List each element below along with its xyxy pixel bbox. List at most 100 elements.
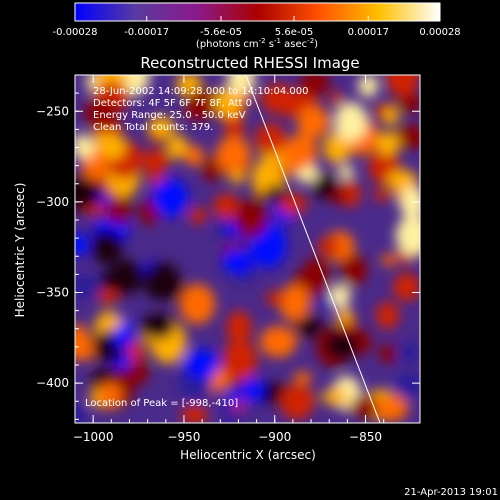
heatmap-blob	[397, 343, 419, 363]
plot-frame	[74, 74, 421, 424]
heatmap-blob	[358, 75, 379, 98]
heatmap-blob	[234, 200, 268, 238]
heatmap-blobs	[75, 75, 420, 423]
chart-title: Reconstructed RHESSI Image	[140, 54, 359, 72]
heatmap-blob	[227, 75, 256, 95]
heatmap-blob	[296, 315, 323, 338]
colorbar-tick-label: -0.00028	[53, 27, 98, 38]
annotation-clean-counts: Clean Total counts: 379.	[93, 122, 213, 133]
x-axis-label: Heliocentric X (arcsec)	[180, 448, 316, 462]
heatmap-blob	[264, 184, 286, 202]
heatmap-blob	[179, 283, 216, 325]
heatmap-blob	[395, 215, 420, 257]
heatmap-blob	[334, 101, 368, 142]
heatmap-blob	[188, 207, 208, 224]
annotation-block: 28-Jun-2002 14:09:28.000 to 14:10:04.000…	[93, 86, 309, 133]
y-axis-label: Heliocentric Y (arcsec)	[13, 183, 27, 318]
heatmap-blob	[393, 372, 420, 400]
heatmap-blob	[265, 291, 284, 306]
heatmap-blob	[226, 390, 241, 406]
heatmap-blob	[184, 145, 204, 167]
heatmap-blob	[375, 301, 400, 330]
heatmap-blob	[378, 344, 397, 364]
annotation-time-range: 28-Jun-2002 14:09:28.000 to 14:10:04.000	[93, 86, 309, 97]
heatmap-blob	[280, 136, 318, 170]
heatmap-blob	[316, 237, 342, 256]
heatmap-blob	[394, 125, 420, 149]
annotation-detectors: Detectors: 4F 5F 6F 7F 8F, Att 0	[93, 98, 252, 109]
heatmap-blob	[98, 381, 122, 410]
heatmap-blob	[304, 257, 330, 283]
y-tick-label: −250	[36, 104, 69, 118]
solar-limb-line	[245, 75, 381, 423]
x-tick-label: −950	[167, 430, 200, 444]
annotation-energy-range: Energy Range: 25.0 - 50.0 keV	[93, 110, 246, 121]
colorbar-strip	[75, 3, 440, 21]
y-tick-label: −300	[36, 195, 69, 209]
heatmap-blob	[325, 331, 359, 360]
x-tick-label: −850	[349, 430, 382, 444]
heatmap-blob	[350, 395, 380, 419]
heatmap-blob	[215, 136, 251, 174]
colorbar-tick-label: 0.00028	[419, 27, 460, 38]
heatmap-blob	[373, 187, 390, 202]
heatmap-blob	[300, 75, 331, 95]
heatmap-blob	[278, 192, 307, 216]
heatmap-blob	[166, 134, 188, 159]
x-tick-label: −1000	[73, 430, 114, 444]
heatmap-area	[75, 75, 420, 423]
heatmap-blob	[376, 131, 401, 156]
colorbar-tick-label: 0.00017	[348, 27, 389, 38]
heatmap-blob	[91, 229, 123, 265]
heatmap-blob	[97, 289, 119, 305]
heatmap-blob	[147, 116, 175, 138]
heatmap-blob	[145, 171, 164, 185]
heatmap-blob	[240, 377, 265, 403]
heatmap-blob	[376, 395, 409, 422]
heatmap-blob	[296, 105, 331, 138]
heatmap-blob	[75, 336, 97, 361]
heatmap-blob	[293, 371, 312, 385]
heatmap-blob	[330, 190, 347, 204]
heatmap-blob	[183, 348, 220, 379]
x-tick-label: −900	[258, 430, 291, 444]
colorbar-ticks: -0.00028 -0.00017 -5.6e-05 5.6e-05 0.00017 0.…	[53, 16, 461, 38]
heatmap-blob	[152, 178, 189, 218]
heatmap-blob	[381, 253, 397, 266]
heatmap-blob	[399, 186, 420, 219]
heatmap-blob	[222, 339, 258, 382]
heatmap-blob	[280, 383, 314, 420]
colorbar-frame	[74, 2, 441, 22]
colorbar: -0.00028 -0.00017 -5.6e-05 5.6e-05 0.00017 0.…	[53, 2, 461, 50]
heatmap-blob	[330, 283, 351, 309]
heatmap-blob	[129, 360, 149, 385]
heatmap-blob	[143, 261, 181, 301]
heatmap-blob	[329, 91, 344, 105]
heatmap-blob	[141, 149, 171, 173]
y-tick-label: −350	[36, 286, 69, 300]
heatmap-blob	[140, 313, 175, 340]
heatmap-blob	[341, 254, 368, 286]
heatmap-blob	[99, 133, 126, 160]
heatmap-blob	[383, 106, 399, 126]
colorbar-tick-label: 5.6e-05	[275, 27, 313, 38]
heatmap-blob	[107, 259, 144, 295]
heatmap-blob	[398, 94, 420, 114]
heatmap-blob	[104, 197, 132, 225]
colorbar-tick-label: -5.6e-05	[200, 27, 242, 38]
heatmap-blob	[261, 83, 296, 114]
heatmap-blob	[279, 283, 311, 322]
heatmap-blob	[212, 87, 242, 116]
heatmap-blob	[181, 405, 209, 423]
heatmap-blob	[385, 75, 420, 98]
colorbar-tick-label: -0.00017	[124, 27, 169, 38]
heatmap-blob	[337, 165, 355, 179]
heatmap-blob	[83, 99, 119, 127]
axes: −1000 −950 −900 −850 −250 −300 −350 −400	[36, 74, 420, 444]
footer-timestamp: 21-Apr-2013 19:01	[404, 487, 498, 498]
heatmap-blob	[75, 139, 97, 159]
heatmap-blob	[113, 324, 134, 349]
heatmap-blob	[393, 272, 420, 302]
heatmap-blob	[224, 119, 245, 140]
